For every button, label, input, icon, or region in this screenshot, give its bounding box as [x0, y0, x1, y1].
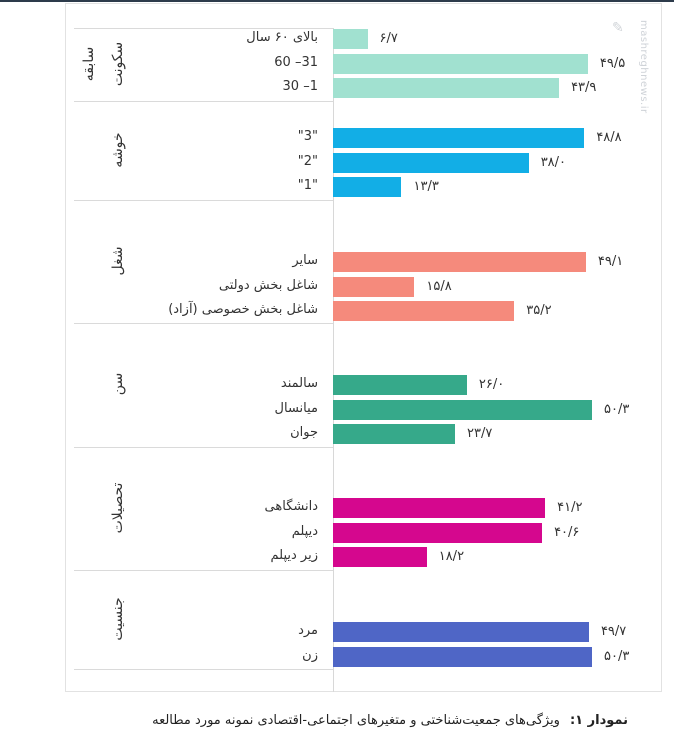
bar — [333, 252, 586, 272]
group-label: سابقه — [81, 46, 97, 81]
data-label: ۱۸/۲ — [438, 549, 465, 564]
bar — [333, 276, 415, 297]
group-label: سن — [110, 372, 126, 396]
category-label: میانسال — [274, 400, 318, 416]
bar — [333, 152, 529, 173]
category-label: بالای ۶۰ سال — [246, 30, 318, 45]
bar — [333, 522, 543, 543]
category-label: شاغل بخش خصوصی (آزاد) — [168, 302, 318, 317]
bar — [333, 375, 467, 395]
data-label: ۴۹/۵ — [599, 55, 626, 71]
category-label: "1" — [297, 178, 318, 193]
bar — [333, 128, 585, 148]
bar — [333, 29, 368, 49]
chart-caption: نمودار ۱: ویژگی‌های جمعیت‌شناختی و متغیره… — [20, 713, 628, 728]
data-label: ۶/۷ — [379, 31, 398, 46]
category-label: سالمند — [280, 376, 318, 391]
group-separator — [74, 200, 333, 201]
bar — [333, 622, 589, 642]
group-label: شغل — [110, 245, 126, 276]
data-label: ۲۶/۰ — [478, 377, 505, 392]
category-label: 1– 30 — [282, 79, 318, 94]
bar — [333, 399, 593, 420]
bar — [333, 301, 515, 321]
data-label: ۱۳/۳ — [413, 179, 439, 194]
category-label: "3" — [297, 129, 318, 144]
caption-text: ویژگی‌های جمعیت‌شناختی و متغیرهای اجتماع… — [152, 713, 560, 728]
group-separator — [74, 323, 333, 324]
category-label: زن — [302, 647, 318, 663]
data-label: ۴۹/۷ — [600, 624, 627, 639]
category-label: شاغل بخش دولتی — [218, 277, 318, 293]
bar — [333, 177, 402, 197]
data-label: ۲۳/۷ — [467, 426, 493, 441]
bar — [333, 547, 427, 567]
caption-label: نمودار ۱: — [569, 713, 628, 728]
bar — [333, 78, 560, 98]
group-separator — [74, 669, 333, 670]
group-label: تحصیلات — [110, 482, 126, 533]
category-label: دانشگاهی — [264, 499, 318, 514]
data-label: ۵۰/۳ — [604, 401, 630, 417]
category-label: 31– 60 — [274, 54, 318, 70]
category-label: جوان — [290, 425, 318, 440]
data-label: ۳۸/۰ — [540, 154, 567, 170]
group-separator — [74, 28, 333, 29]
category-label: دیپلم — [291, 523, 318, 539]
data-label: ۴۸/۸ — [596, 130, 622, 145]
data-label: ۴۱/۲ — [557, 500, 583, 515]
data-label: ۳۵/۲ — [526, 303, 552, 318]
group-separator — [74, 570, 333, 571]
category-label: مرد — [298, 623, 318, 638]
group-label: خوشه — [110, 131, 126, 168]
data-label: ۴۰/۶ — [554, 524, 580, 540]
axis-line — [333, 28, 334, 692]
data-label: ۵۰/۳ — [604, 648, 630, 664]
bar — [333, 646, 593, 667]
group-separator — [74, 447, 333, 448]
group-label: جنسیت — [110, 596, 126, 641]
category-label: زیر دیپلم — [270, 548, 319, 563]
bar — [333, 53, 588, 74]
watermark-site: mashreghnews.ir — [638, 20, 649, 114]
bar — [333, 424, 456, 444]
watermark-logo: ✎ — [612, 20, 624, 36]
top-border — [0, 0, 674, 2]
group-separator — [74, 101, 333, 102]
group-label: سکونت — [110, 41, 126, 86]
data-label: ۴۳/۹ — [571, 80, 597, 95]
data-label: ۱۵/۸ — [426, 278, 452, 294]
chart-frame — [65, 3, 662, 692]
category-label: "2" — [297, 153, 318, 169]
bar — [333, 498, 546, 518]
category-label: سایر — [292, 253, 318, 268]
data-label: ۴۹/۱ — [597, 254, 624, 269]
